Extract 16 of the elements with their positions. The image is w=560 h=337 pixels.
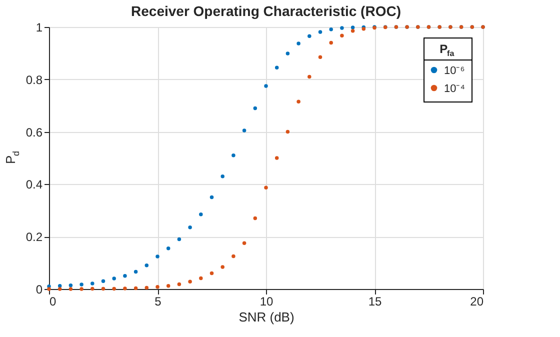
chart-title: Receiver Operating Characteristic (ROC) [131,3,401,19]
x-tick-label: 0 [50,294,56,308]
x-tick-label: 15 [368,294,382,308]
x-tick-label: 5 [154,294,162,308]
legend-label: 10⁻⁴ [444,83,466,95]
x-tick-label: 10 [260,294,274,308]
x-axis-title: SNR (dB) [238,310,294,324]
y-tick-label: 0 [36,282,43,296]
y-tick-label: 1 [36,20,43,34]
x-tick-label: 20 [470,294,484,308]
y-tick-label: 0.6 [26,125,43,140]
y-tick-label: 0.4 [26,178,43,192]
y-tick-label: 0.8 [26,72,43,87]
y-axis-title: Pd [3,150,21,164]
y-tick-label: 0.2 [26,230,43,244]
legend-label: 10⁻⁶ [444,65,465,77]
